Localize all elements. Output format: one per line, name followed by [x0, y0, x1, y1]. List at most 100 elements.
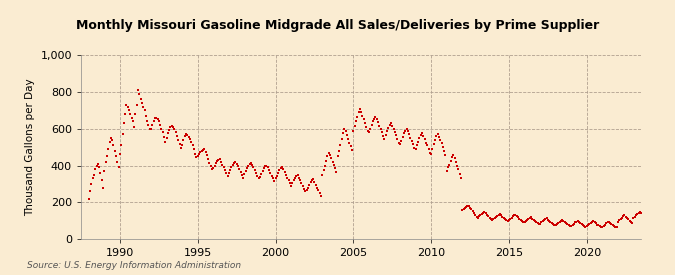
Point [309, 180, 320, 184]
Point [437, 145, 448, 149]
Point [531, 220, 541, 224]
Point [612, 219, 623, 224]
Point [143, 123, 154, 127]
Point [575, 221, 586, 225]
Point [163, 131, 173, 136]
Point [381, 133, 392, 137]
Point [188, 147, 199, 151]
Point [584, 222, 595, 226]
Point [416, 131, 427, 136]
Point [440, 153, 451, 158]
Point [527, 216, 538, 221]
Point [358, 117, 369, 122]
Point [336, 137, 347, 141]
Point [514, 216, 524, 221]
Point [259, 166, 269, 170]
Point [426, 151, 437, 156]
Point [209, 163, 220, 168]
Point [329, 163, 340, 167]
Point [128, 119, 138, 123]
Point [103, 147, 113, 151]
Point [223, 171, 234, 175]
Point [458, 207, 469, 211]
Point [364, 130, 375, 134]
Point [281, 175, 292, 180]
Point [229, 161, 240, 165]
Point [543, 218, 554, 222]
Point [191, 155, 202, 160]
Point [632, 212, 643, 216]
Point [603, 219, 614, 224]
Point [495, 212, 506, 216]
Point [181, 132, 192, 136]
Point [554, 219, 565, 224]
Point [266, 174, 277, 178]
Point [235, 170, 246, 174]
Point [187, 143, 198, 147]
Point [375, 126, 386, 131]
Point [298, 186, 309, 191]
Point [326, 156, 337, 160]
Point [588, 219, 599, 223]
Point [167, 125, 178, 129]
Point [570, 220, 580, 225]
Point [549, 223, 560, 227]
Point [221, 171, 232, 175]
Point [270, 176, 281, 181]
Point [176, 146, 186, 150]
Point [589, 220, 600, 224]
Point [410, 147, 421, 151]
Point [257, 169, 268, 173]
Point [239, 172, 250, 176]
Point [136, 101, 147, 105]
Point [611, 225, 622, 230]
Point [587, 220, 597, 224]
Point [602, 220, 613, 225]
Point [609, 223, 620, 228]
Point [608, 222, 618, 227]
Point [634, 210, 645, 214]
Point [364, 126, 375, 131]
Point [227, 163, 238, 167]
Point [446, 155, 457, 160]
Point [116, 143, 127, 147]
Point [512, 214, 522, 218]
Point [627, 221, 638, 225]
Point [356, 110, 367, 114]
Point [578, 224, 589, 228]
Point [234, 167, 244, 171]
Point [171, 134, 182, 138]
Point [250, 171, 261, 175]
Point [287, 181, 298, 185]
Point [598, 223, 609, 228]
Point [431, 134, 441, 138]
Point [400, 128, 410, 133]
Point [523, 217, 534, 221]
Point [277, 165, 288, 170]
Point [125, 112, 136, 116]
Point [547, 222, 558, 226]
Point [529, 219, 540, 223]
Point [153, 119, 164, 123]
Point [243, 163, 254, 168]
Point [614, 218, 624, 222]
Point [313, 188, 324, 192]
Point [576, 222, 587, 226]
Point [350, 119, 361, 123]
Point [92, 161, 103, 166]
Point [194, 151, 205, 156]
Point [475, 213, 486, 217]
Point [484, 216, 495, 220]
Point [343, 137, 354, 141]
Point [461, 205, 472, 209]
Point [493, 213, 504, 217]
Point [284, 181, 295, 185]
Point [539, 218, 549, 222]
Point [439, 148, 450, 153]
Point [288, 178, 299, 183]
Point [301, 188, 312, 192]
Point [558, 219, 569, 223]
Point [216, 160, 227, 164]
Point [267, 176, 278, 181]
Point [574, 219, 585, 224]
